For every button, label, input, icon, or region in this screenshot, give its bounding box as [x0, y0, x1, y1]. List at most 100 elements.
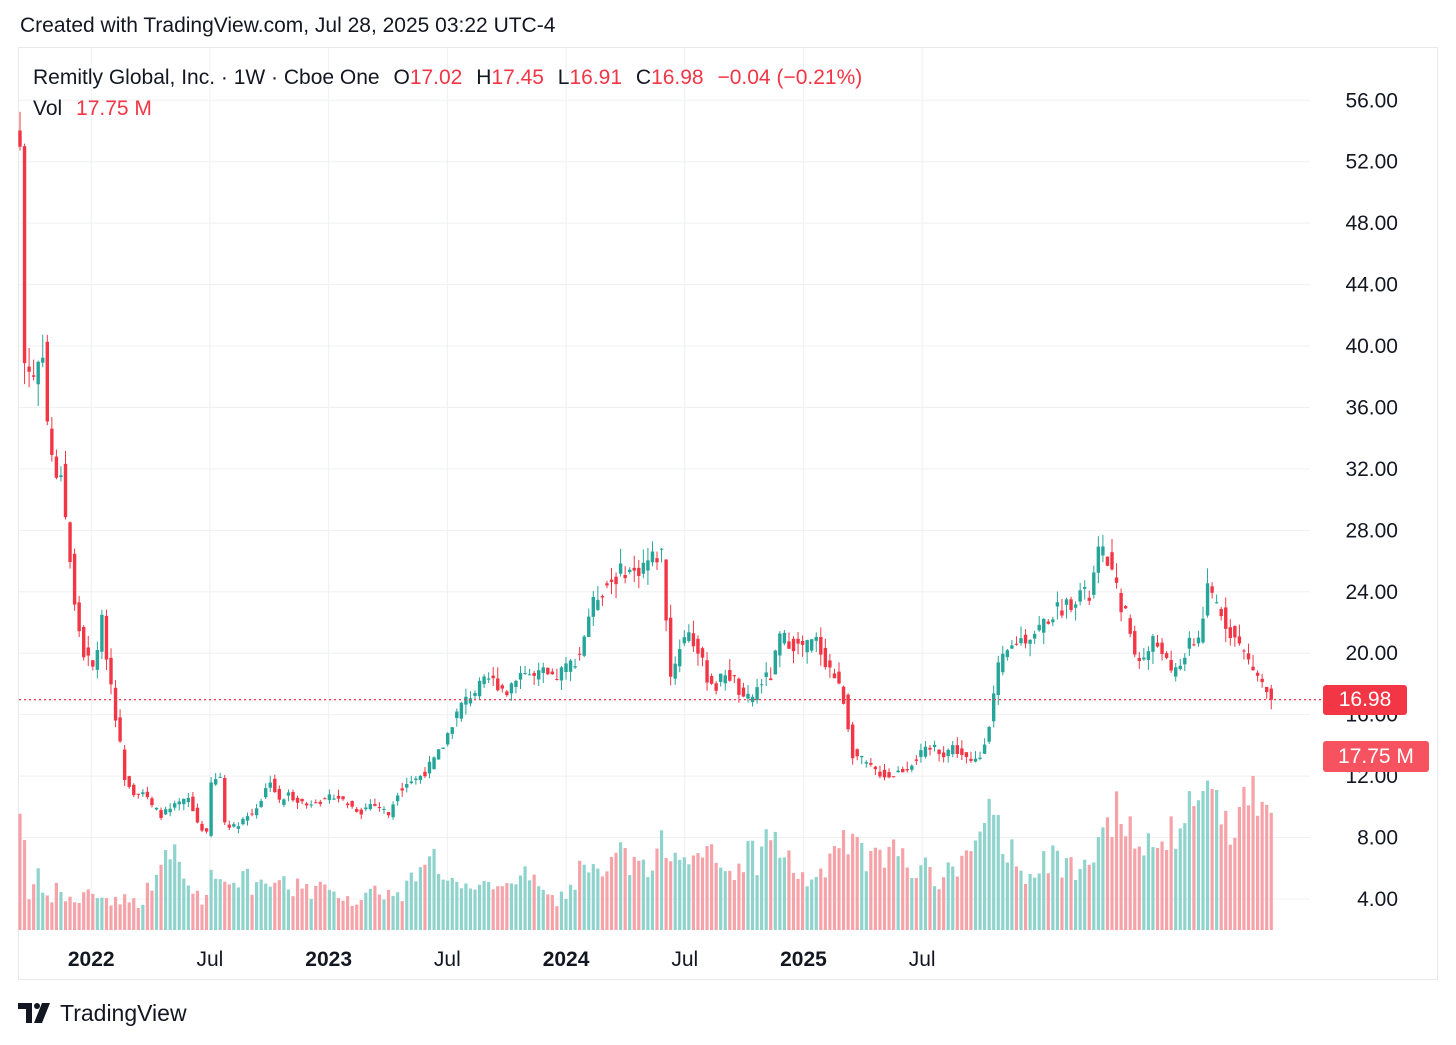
candle-body — [505, 691, 509, 696]
candle-body — [1073, 604, 1078, 608]
candle-body — [395, 795, 400, 802]
candle-body — [159, 810, 163, 818]
candle-body — [787, 641, 791, 649]
volume-bar — [796, 878, 800, 930]
y-tick-label: 28.00 — [1345, 519, 1398, 542]
volume-bar — [200, 904, 204, 930]
volume-bar — [423, 864, 427, 930]
candle-body — [682, 637, 686, 644]
candle-body — [1196, 637, 1201, 644]
candle-body — [377, 807, 382, 809]
volume-bar — [755, 875, 759, 930]
candle-body — [1228, 627, 1232, 639]
candle-body — [978, 757, 982, 759]
volume-bar — [255, 882, 259, 930]
candle-body — [928, 747, 932, 750]
volume-bar — [300, 888, 304, 930]
candle-body — [796, 638, 800, 644]
volume-bar — [36, 868, 40, 930]
volume-bar — [1187, 791, 1191, 930]
candle-body — [250, 813, 254, 815]
volume-bar — [882, 867, 887, 930]
high-label: H — [476, 66, 492, 89]
candle-body — [668, 617, 673, 677]
candle-body — [400, 788, 404, 791]
candle-body — [759, 684, 764, 686]
candle-body — [664, 559, 668, 621]
volume-bar — [705, 846, 709, 930]
volume-bar — [227, 884, 231, 930]
volume-bar — [223, 881, 227, 930]
volume-bar — [1224, 810, 1228, 930]
tradingview-logo-icon — [18, 1003, 50, 1023]
volume-bar — [750, 840, 755, 930]
low-value: 16.91 — [569, 66, 623, 89]
candle-body — [750, 696, 755, 703]
candle-body — [605, 583, 609, 586]
volume-bar — [1174, 848, 1178, 930]
volume-bar — [696, 853, 700, 930]
candle-body — [568, 660, 573, 672]
volume-bar — [68, 896, 72, 930]
candle-body — [1237, 636, 1242, 644]
volume-bar — [782, 857, 786, 930]
volume-bar — [250, 894, 254, 930]
candle-body — [969, 758, 973, 761]
candle-body — [1123, 606, 1128, 609]
volume-bar — [159, 864, 163, 930]
volume-bar — [678, 859, 682, 930]
candle-body — [1242, 650, 1246, 652]
candle-body — [582, 636, 586, 656]
volume-bar — [914, 878, 918, 930]
volume-bar — [1151, 847, 1155, 930]
candle-body — [182, 798, 186, 805]
volume-bar — [1196, 800, 1201, 930]
volume-bar — [477, 884, 482, 930]
volume-bar — [1028, 873, 1032, 930]
candle-body — [295, 797, 300, 803]
volume-bar — [59, 892, 63, 930]
candle-body — [837, 671, 841, 684]
volume-bar — [209, 869, 213, 930]
volume-bar — [459, 888, 463, 930]
candle-body — [641, 562, 646, 574]
candle-body — [1265, 686, 1269, 693]
candle-body — [368, 804, 373, 810]
candle-body — [1064, 599, 1069, 605]
volume-bar — [1142, 855, 1146, 930]
candle-body — [973, 758, 978, 762]
candle-body — [841, 686, 846, 704]
volume-bar — [432, 848, 436, 930]
candle-body — [705, 660, 709, 683]
candle-body — [391, 804, 395, 818]
volume-bar — [700, 857, 705, 930]
candle-body — [910, 765, 914, 770]
footer[interactable]: TradingView — [18, 998, 187, 1028]
x-tick-label: Jul — [909, 948, 936, 971]
volume-bar — [819, 868, 823, 930]
volume-bar — [446, 880, 450, 930]
candle-body — [1233, 626, 1237, 638]
volume-bar — [632, 856, 636, 930]
volume-bar — [382, 899, 386, 930]
y-tick-label: 36.00 — [1345, 396, 1398, 419]
volume-bar — [600, 876, 604, 930]
candle-body — [1083, 586, 1087, 589]
x-tick-label: 2024 — [543, 948, 590, 971]
volume-bar — [282, 876, 286, 930]
volume-bar — [773, 831, 777, 930]
candle-body — [236, 826, 241, 829]
volume-bar — [1114, 791, 1119, 930]
volume-bar — [650, 870, 655, 930]
candle-body — [486, 678, 491, 680]
volume-bar — [518, 875, 523, 930]
volume-bar — [910, 877, 914, 930]
volume-bar — [1178, 828, 1182, 930]
candle-body — [732, 675, 737, 677]
volume-bar — [805, 886, 809, 930]
volume-bar — [1242, 786, 1246, 930]
candle-body — [359, 809, 363, 815]
volume-bar — [1155, 847, 1160, 930]
y-tick-label: 48.00 — [1345, 212, 1398, 235]
